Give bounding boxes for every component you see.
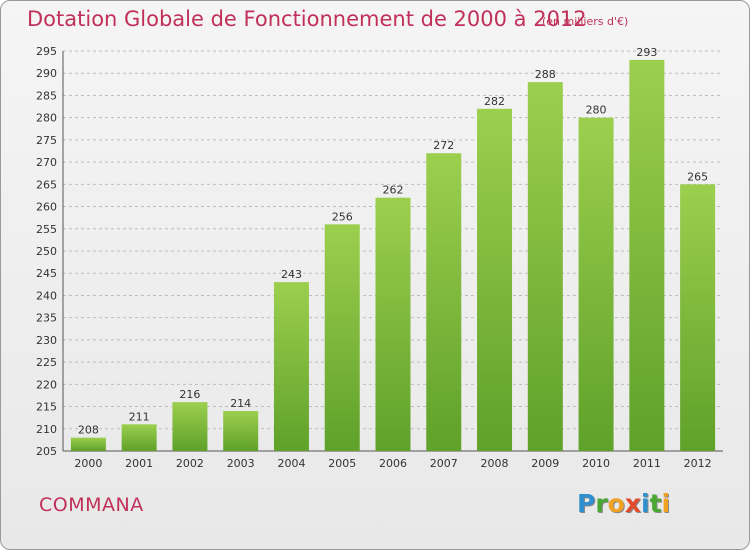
- x-tick-label: 2011: [633, 457, 661, 470]
- x-tick-label: 2010: [582, 457, 610, 470]
- bar: [273, 282, 309, 451]
- y-tick-label: 260: [36, 201, 57, 214]
- x-tick-label: 2008: [481, 457, 509, 470]
- value-label: 243: [281, 268, 302, 281]
- y-tick-label: 270: [36, 156, 57, 169]
- bar: [578, 117, 614, 452]
- bar: [172, 402, 208, 451]
- y-tick-label: 280: [36, 112, 57, 125]
- bar: [121, 424, 157, 451]
- bar: [324, 224, 360, 451]
- y-tick-label: 225: [36, 356, 57, 369]
- y-tick-label: 230: [36, 334, 57, 347]
- y-tick-label: 205: [36, 445, 57, 458]
- bar: [223, 411, 259, 451]
- logo-letter: r: [595, 489, 608, 518]
- y-tick-label: 235: [36, 312, 57, 325]
- value-label: 280: [586, 104, 607, 117]
- x-tick-label: 2009: [531, 457, 559, 470]
- value-label: 288: [535, 68, 556, 81]
- x-tick-label: 2003: [227, 457, 255, 470]
- x-tick-label: 2007: [430, 457, 458, 470]
- chart-unit: (en milliers d'€): [542, 15, 629, 28]
- y-tick-label: 295: [36, 45, 57, 58]
- bar: [680, 184, 716, 452]
- bar: [477, 108, 513, 452]
- y-tick-label: 275: [36, 134, 57, 147]
- value-label: 211: [129, 410, 150, 423]
- logo-letter: P: [577, 489, 596, 518]
- value-label: 293: [636, 46, 657, 59]
- x-tick-label: 2012: [684, 457, 712, 470]
- bar: [527, 82, 563, 451]
- value-label: 265: [687, 170, 708, 183]
- y-tick-label: 290: [36, 67, 57, 80]
- chart-title: Dotation Globale de Fonctionnement de 20…: [27, 7, 587, 31]
- y-tick-label: 215: [36, 401, 57, 414]
- y-tick-label: 245: [36, 267, 57, 280]
- value-label: 214: [230, 397, 251, 410]
- logo-letter: i: [641, 489, 650, 518]
- y-tick-label: 210: [36, 423, 57, 436]
- bar: [375, 197, 411, 451]
- value-label: 216: [179, 388, 200, 401]
- bar: [629, 59, 665, 452]
- x-tick-label: 2005: [328, 457, 356, 470]
- x-tick-label: 2000: [74, 457, 102, 470]
- y-tick-label: 255: [36, 223, 57, 236]
- x-tick-label: 2004: [277, 457, 305, 470]
- y-tick-label: 265: [36, 178, 57, 191]
- y-tick-label: 285: [36, 89, 57, 102]
- x-tick-label: 2001: [125, 457, 153, 470]
- logo-letter: o: [607, 489, 625, 518]
- y-tick-label: 220: [36, 378, 57, 391]
- logo-letter: x: [624, 489, 641, 518]
- logo-letter: t: [649, 489, 662, 518]
- bar: [426, 153, 462, 451]
- x-tick-label: 2006: [379, 457, 407, 470]
- y-tick-label: 240: [36, 289, 57, 302]
- value-label: 208: [78, 424, 99, 437]
- y-tick-label: 250: [36, 245, 57, 258]
- x-tick-label: 2002: [176, 457, 204, 470]
- logo-letter: i: [661, 489, 671, 518]
- bar: [70, 437, 106, 451]
- value-label: 256: [332, 210, 353, 223]
- value-label: 262: [383, 184, 404, 197]
- value-label: 282: [484, 95, 505, 108]
- value-label: 272: [433, 139, 454, 152]
- commune-name: COMMANA: [39, 494, 144, 516]
- proxiti-logo: Proxiti: [577, 489, 670, 518]
